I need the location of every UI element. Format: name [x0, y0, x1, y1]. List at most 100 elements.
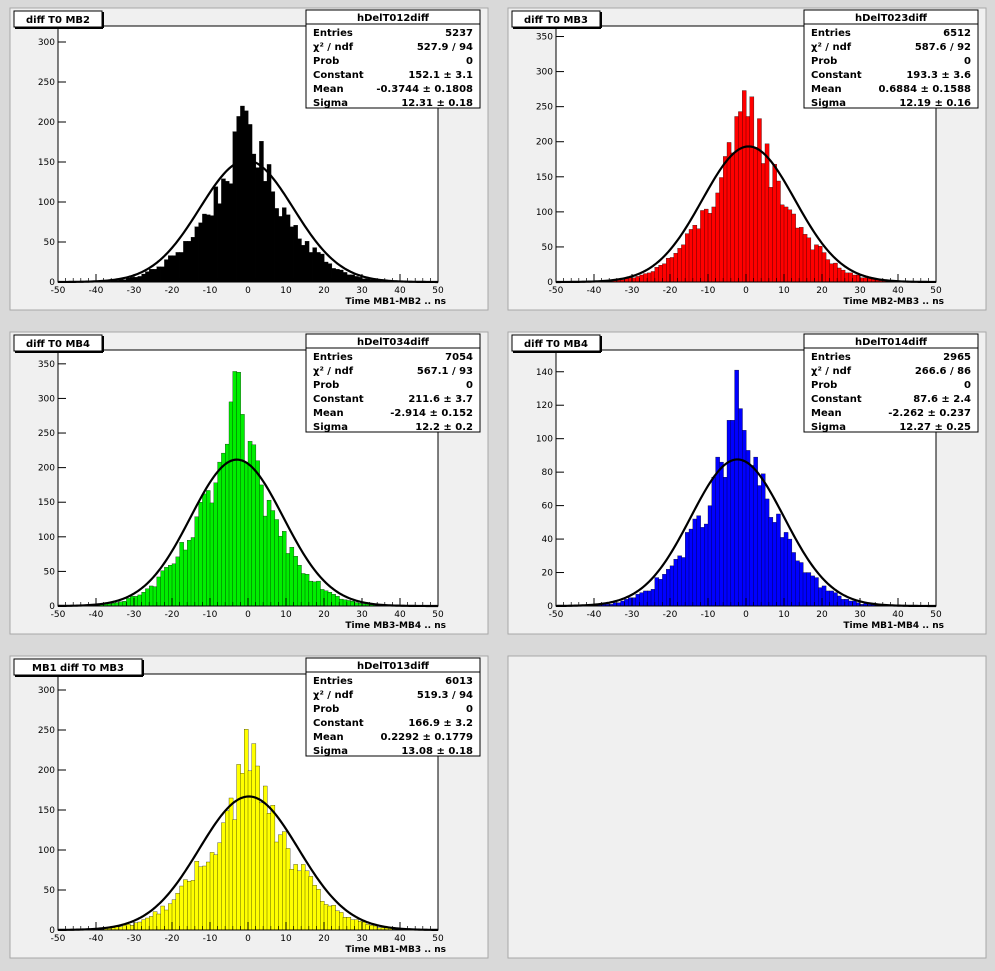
histogram-bin	[806, 572, 812, 607]
stats-value: 7054	[445, 352, 473, 363]
histogram-bin	[723, 477, 728, 607]
histogram-bin	[301, 573, 306, 607]
x-tick-label: 0	[743, 610, 749, 620]
y-tick-label: 300	[38, 38, 55, 48]
histogram-bin	[225, 443, 230, 607]
histogram-bin	[221, 178, 226, 283]
histogram-bin	[259, 802, 264, 931]
x-tick-label: 40	[394, 286, 406, 296]
stats-value: 0.6884 ± 0.1588	[878, 84, 971, 95]
y-tick-label: 250	[38, 429, 55, 439]
stats-label: Sigma	[313, 422, 348, 433]
y-tick-label: 250	[38, 726, 55, 736]
histogram-bin	[715, 192, 720, 283]
stats-value: 12.31 ± 0.18	[401, 98, 473, 109]
histogram-bars	[92, 105, 401, 283]
histogram-bin	[171, 255, 177, 283]
stats-name: hDelT023diff	[855, 13, 928, 24]
histogram-bin	[639, 592, 644, 607]
histogram-bin	[244, 110, 249, 283]
stats-box	[305, 9, 481, 109]
histogram-bin	[133, 277, 139, 283]
histogram-bin	[179, 542, 184, 607]
stats-value: 5237	[445, 28, 473, 39]
histogram-bin	[274, 519, 279, 607]
x-tick-label: 0	[245, 286, 251, 296]
histogram-bin	[175, 893, 181, 931]
stats-label: Constant	[811, 70, 862, 81]
histogram-bin	[297, 238, 302, 283]
histogram-bin	[232, 819, 238, 931]
histogram-bin	[255, 167, 260, 283]
histogram-bin	[837, 595, 842, 607]
x-tick-label: -20	[663, 610, 678, 620]
stats-name: hDelT012diff	[357, 13, 430, 24]
histogram-bin	[323, 904, 329, 931]
histogram-bin	[749, 96, 755, 283]
stats-value: 266.6 / 86	[915, 366, 971, 377]
histogram-bin	[802, 234, 808, 283]
histogram-bin	[346, 600, 352, 607]
stats-value: 12.19 ± 0.16	[899, 98, 971, 109]
x-tick-label: 10	[280, 934, 292, 944]
chart-title: diff T0 MB2	[26, 15, 90, 26]
stats-box	[803, 333, 979, 433]
y-tick-label: 200	[38, 118, 55, 128]
histogram-bin	[662, 574, 667, 607]
x-tick-label: -40	[89, 610, 104, 620]
histogram-bin	[194, 516, 200, 607]
histogram-bin	[745, 450, 751, 607]
histogram-bin	[681, 557, 686, 607]
histogram-bin	[331, 268, 336, 283]
histogram-bin	[293, 225, 298, 283]
x-tick-label: 20	[318, 934, 330, 944]
x-tick-label: 20	[816, 286, 828, 296]
y-tick-label: 20	[542, 569, 554, 579]
histogram-bin	[639, 274, 644, 283]
histogram-bin	[354, 919, 359, 931]
x-tick-label: 30	[356, 934, 368, 944]
histogram-bin	[369, 925, 374, 931]
histogram-bin	[175, 252, 181, 283]
histogram-bin	[802, 572, 808, 607]
histogram-bin	[149, 269, 154, 283]
stats-label: Prob	[811, 380, 837, 391]
chart-title: diff T0 MB4	[524, 339, 588, 350]
histogram-bin	[198, 502, 203, 607]
stats-label: Constant	[313, 718, 364, 729]
histogram-bin	[270, 510, 276, 607]
x-tick-label: 50	[432, 286, 444, 296]
x-tick-label: -10	[203, 934, 218, 944]
stats-label: Mean	[313, 408, 344, 419]
chart-title: diff T0 MB4	[26, 339, 90, 350]
histogram-bin	[810, 575, 815, 607]
x-tick-label: -10	[701, 286, 716, 296]
stats-label: Prob	[313, 56, 339, 67]
y-tick-label: 100	[536, 208, 553, 218]
y-tick-label: 150	[536, 173, 553, 183]
histogram-bin	[339, 912, 344, 931]
x-tick-label: -20	[165, 286, 180, 296]
histogram-bin	[323, 261, 329, 283]
histogram-bin	[354, 276, 359, 283]
y-tick-label: 120	[536, 401, 553, 411]
y-tick-label: 0	[49, 278, 55, 288]
histogram-bin	[221, 822, 226, 931]
histogram-bin	[217, 842, 222, 931]
histogram-bin	[821, 252, 827, 283]
histogram-bin	[274, 841, 279, 931]
x-tick-label: -20	[663, 286, 678, 296]
histogram-bin	[228, 401, 234, 607]
x-tick-label: 0	[743, 286, 749, 296]
stats-label: Prob	[811, 56, 837, 67]
histogram-bin	[126, 277, 131, 283]
histogram-bin	[654, 267, 660, 283]
x-tick-label: 30	[854, 610, 866, 620]
histogram-bin	[685, 532, 690, 607]
histogram-bin	[662, 263, 667, 283]
histogram-bin	[278, 834, 283, 931]
histogram-bin	[316, 889, 321, 931]
x-tick-label: 20	[318, 286, 330, 296]
x-tick-label: -40	[89, 286, 104, 296]
histogram-bin	[658, 579, 663, 607]
